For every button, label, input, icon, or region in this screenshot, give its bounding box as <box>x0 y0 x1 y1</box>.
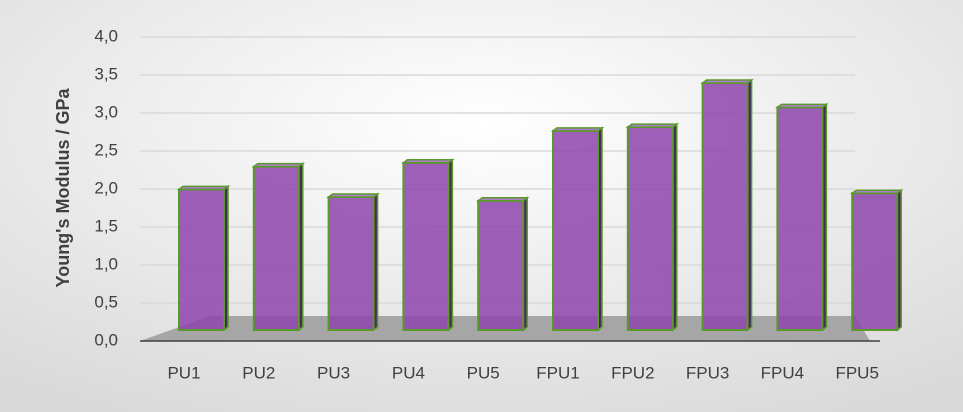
x-tick-label: PU5 <box>467 363 500 382</box>
x-tick-label: PU2 <box>242 363 275 382</box>
x-tick-label: FPU2 <box>611 363 654 382</box>
x-tick-label: FPU1 <box>536 363 579 382</box>
y-tick-label: 1,0 <box>94 254 118 273</box>
y-tick-label: 1,5 <box>94 216 118 235</box>
y-tick-label: 0,0 <box>94 330 118 349</box>
bar-top <box>326 193 380 198</box>
bar <box>851 192 899 331</box>
bar <box>178 188 225 331</box>
bar-top <box>775 103 829 109</box>
bar-top <box>625 123 680 128</box>
bar <box>552 129 599 331</box>
x-tick-label: FPU3 <box>686 363 729 382</box>
bar-top <box>700 79 754 84</box>
x-tick-label: PU4 <box>392 363 425 382</box>
y-tick-label: 4,0 <box>94 26 118 45</box>
bar <box>776 106 824 331</box>
bar-top <box>176 185 231 191</box>
bar-top <box>475 197 530 202</box>
bar-top <box>251 162 306 168</box>
bar <box>701 82 749 331</box>
y-tick-label: 3,5 <box>94 64 118 83</box>
y-tick-label: 3,0 <box>94 102 118 121</box>
bar <box>252 165 300 331</box>
bar-top <box>401 159 455 164</box>
bar <box>626 126 674 331</box>
y-axis-title: Young's Modulus / GPa <box>53 88 73 288</box>
y-tick-label: 0,5 <box>94 292 118 311</box>
x-tick-label: PU1 <box>167 363 200 382</box>
bar <box>402 161 450 331</box>
x-tick-label: PU3 <box>317 363 350 382</box>
bar-top <box>550 127 605 132</box>
bar <box>477 199 525 331</box>
bar-top <box>849 189 904 194</box>
x-tick-label: FPU5 <box>835 363 878 382</box>
x-tick-label: FPU4 <box>761 363 804 382</box>
y-tick-label: 2,0 <box>94 178 118 197</box>
bar <box>327 196 375 331</box>
y-tick-label: 2,5 <box>94 140 118 159</box>
